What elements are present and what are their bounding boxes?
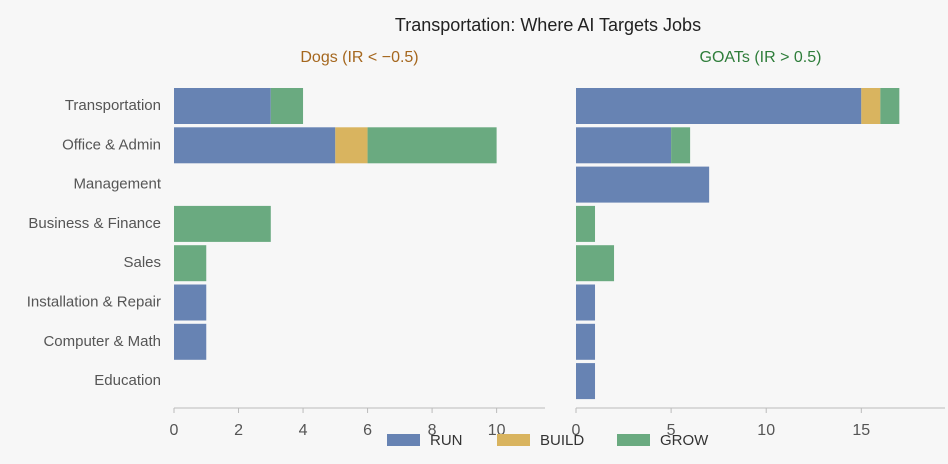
y-tick-label: Transportation xyxy=(65,97,161,114)
x-tick-label: 5 xyxy=(667,422,676,439)
bar-segment xyxy=(861,88,881,124)
bar-segment xyxy=(576,284,596,321)
bar-segment xyxy=(576,205,596,242)
x-tick-label: 2 xyxy=(234,422,243,439)
bar-segment xyxy=(174,88,271,124)
x-tick-label: 10 xyxy=(757,422,775,439)
bar-segment xyxy=(270,88,304,124)
bar-segment xyxy=(576,127,672,164)
bar-segment xyxy=(174,205,271,242)
x-tick-label: 8 xyxy=(428,422,437,439)
y-tick-label: Computer & Math xyxy=(43,333,161,350)
legend-swatch xyxy=(497,434,530,446)
chart-title: Transportation: Where AI Targets Jobs xyxy=(395,15,701,35)
legend-swatch xyxy=(617,434,650,446)
bar-segment xyxy=(174,245,207,282)
bar-segment xyxy=(880,88,900,124)
bar-segment xyxy=(671,127,691,164)
panel-subtitle: GOATs (IR > 0.5) xyxy=(700,49,822,66)
bar-segment xyxy=(576,323,596,360)
x-tick-label: 0 xyxy=(170,422,179,439)
legend-label: RUN xyxy=(430,432,463,449)
x-tick-label: 15 xyxy=(852,422,870,439)
bar-segment xyxy=(174,127,336,164)
y-tick-label: Management xyxy=(73,176,161,193)
legend-label: BUILD xyxy=(540,432,584,449)
legend-label: GROW xyxy=(660,432,709,449)
bar-segment xyxy=(174,323,207,360)
y-tick-label: Office & Admin xyxy=(62,136,161,153)
x-tick-label: 6 xyxy=(363,422,372,439)
y-tick-label: Business & Finance xyxy=(28,215,161,232)
y-tick-label: Installation & Repair xyxy=(27,293,161,310)
bar-segment xyxy=(174,284,207,321)
x-tick-label: 4 xyxy=(299,422,308,439)
bar-segment xyxy=(576,245,615,282)
bar-segment xyxy=(576,166,710,203)
legend-swatch xyxy=(387,434,420,446)
bar-segment xyxy=(576,363,596,400)
y-tick-label: Education xyxy=(94,372,161,389)
x-tick-label: 0 xyxy=(572,422,581,439)
bar-segment xyxy=(576,88,862,124)
bar-segment xyxy=(367,127,497,164)
bar-segment xyxy=(335,127,368,164)
panel-subtitle: Dogs (IR < −0.5) xyxy=(300,49,418,66)
y-tick-label: Sales xyxy=(123,254,161,271)
